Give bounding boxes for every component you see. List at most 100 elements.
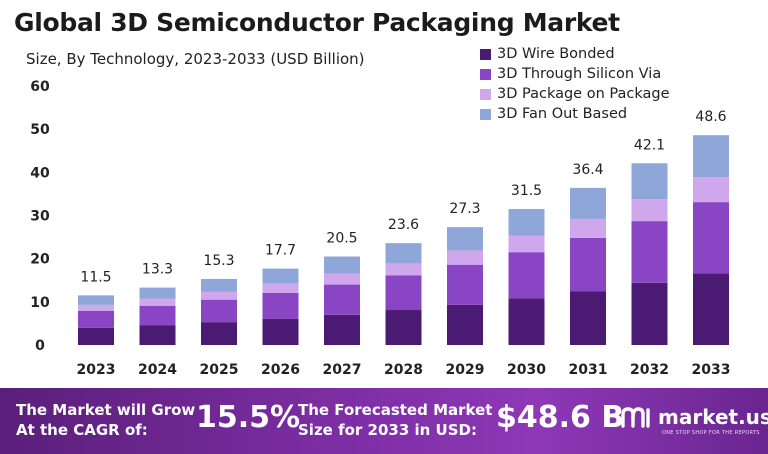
bar-total-label: 13.3 (142, 262, 173, 278)
bar-total-label: 15.3 (203, 253, 234, 269)
forecast-caption: The Forecasted Market Size for 2033 in U… (298, 400, 492, 440)
bar-total-label: 11.5 (80, 269, 111, 285)
bar-segment-2 (262, 292, 299, 319)
bar-segment-2 (324, 284, 360, 315)
legend-label: 3D Through Silicon Via (497, 66, 662, 82)
bar-segment-3 (508, 235, 545, 253)
bar-segment-4 (693, 135, 729, 178)
bar-segment-3 (631, 199, 668, 222)
bar-segment-4 (78, 295, 114, 305)
bar-segment-4 (201, 278, 237, 292)
bar-segment-2 (693, 202, 729, 274)
brand-logo[interactable]: market.us (620, 404, 768, 430)
bar-segment-4 (139, 287, 176, 299)
bar-segment-3 (385, 263, 422, 276)
chart-title: Global 3D Semiconductor Packaging Market (14, 8, 620, 37)
bar-segment-3 (139, 298, 176, 306)
footer-banner: The Market will Grow At the CAGR of: 15.… (0, 388, 768, 454)
bar-segment-2 (508, 252, 545, 299)
bar-segment-2 (139, 305, 176, 326)
bar-total-label: 17.7 (265, 243, 296, 259)
y-tick-label: 20 (30, 252, 50, 268)
y-tick-label: 10 (30, 295, 50, 311)
legend-item-fan-out: 3D Fan Out Based (480, 104, 670, 124)
legend-swatch (480, 48, 491, 60)
x-tick-label: 2032 (630, 362, 669, 378)
bar-segment-2 (78, 310, 114, 328)
bar-segment-3 (78, 304, 114, 311)
cagr-caption-line1: The Market will Grow (16, 401, 196, 419)
legend-swatch (480, 68, 491, 80)
y-tick-label: 50 (30, 122, 50, 138)
bar-segment-3 (262, 283, 299, 293)
y-tick-label: 30 (30, 209, 50, 225)
bar-segment-1 (201, 322, 237, 345)
cagr-caption: The Market will Grow At the CAGR of: (16, 400, 195, 440)
legend-swatch (480, 108, 491, 120)
bar-segment-3 (693, 177, 729, 203)
forecast-value: $48.6 B (496, 400, 625, 435)
legend-label: 3D Fan Out Based (497, 106, 628, 122)
bar-segment-4 (631, 163, 668, 200)
x-tick-label: 2023 (77, 362, 116, 378)
bar-segment-3 (201, 291, 237, 300)
bar-segment-1 (631, 282, 668, 345)
bar-segment-4 (447, 227, 483, 251)
bar-segment-1 (385, 310, 422, 345)
bar-segment-4 (508, 209, 545, 236)
x-tick-label: 2030 (507, 362, 546, 378)
forecast-caption-line1: The Forecasted Market (298, 401, 493, 419)
stacked-bar-chart: 010203040506011.5202313.3202415.3202517.… (30, 79, 731, 378)
bar-segment-1 (139, 325, 176, 345)
bar-segment-1 (78, 327, 114, 345)
x-tick-label: 2024 (138, 362, 177, 378)
cagr-value: 15.5% (196, 400, 301, 435)
x-tick-label: 2028 (384, 362, 423, 378)
bar-segment-2 (447, 264, 483, 305)
bar-segment-1 (570, 291, 606, 345)
bar-total-label: 27.3 (449, 201, 480, 217)
brand-name: market.us (658, 405, 768, 429)
bar-segment-3 (447, 250, 483, 265)
bar-segment-1 (693, 273, 729, 345)
x-tick-label: 2026 (261, 362, 300, 378)
brand-tagline: ONE STOP SHOP FOR THE REPORTS (662, 430, 760, 436)
bar-segment-2 (201, 299, 237, 323)
y-tick-label: 0 (35, 338, 45, 354)
bar-segment-2 (631, 221, 668, 283)
bar-segment-4 (262, 268, 299, 284)
bar-total-label: 36.4 (572, 162, 603, 178)
x-tick-label: 2033 (692, 362, 731, 378)
bar-segment-4 (385, 243, 422, 264)
bar-segment-4 (324, 256, 360, 274)
bar-segment-4 (570, 187, 606, 219)
legend-label: 3D Wire Bonded (497, 46, 615, 62)
forecast-caption-line2: Size for 2033 in USD: (298, 421, 477, 439)
legend-item-package-on-package: 3D Package on Package (480, 84, 670, 104)
legend-item-wire-bonded: 3D Wire Bonded (480, 44, 670, 64)
bar-segment-2 (385, 275, 422, 311)
legend-item-through-silicon-via: 3D Through Silicon Via (480, 64, 670, 84)
bar-segment-1 (262, 318, 299, 345)
bar-segment-1 (447, 304, 483, 345)
x-tick-label: 2025 (200, 362, 239, 378)
brand-logo-icon (621, 407, 650, 428)
bar-segment-2 (570, 237, 606, 292)
y-tick-label: 60 (30, 79, 50, 95)
bar-total-label: 42.1 (634, 137, 665, 153)
x-tick-label: 2029 (446, 362, 485, 378)
y-tick-label: 40 (30, 165, 50, 181)
chart-subtitle: Size, By Technology, 2023-2033 (USD Bill… (26, 50, 365, 68)
bar-total-label: 20.5 (326, 231, 357, 247)
legend-label: 3D Package on Package (497, 86, 670, 102)
legend-swatch (480, 88, 491, 100)
cagr-caption-line2: At the CAGR of: (16, 421, 148, 439)
legend: 3D Wire Bonded 3D Through Silicon Via 3D… (480, 44, 670, 124)
x-tick-label: 2027 (323, 362, 362, 378)
bar-segment-1 (508, 298, 545, 345)
bar-total-label: 48.6 (695, 109, 726, 125)
x-tick-label: 2031 (569, 362, 608, 378)
bar-segment-3 (570, 218, 606, 238)
bar-total-label: 31.5 (511, 183, 542, 199)
